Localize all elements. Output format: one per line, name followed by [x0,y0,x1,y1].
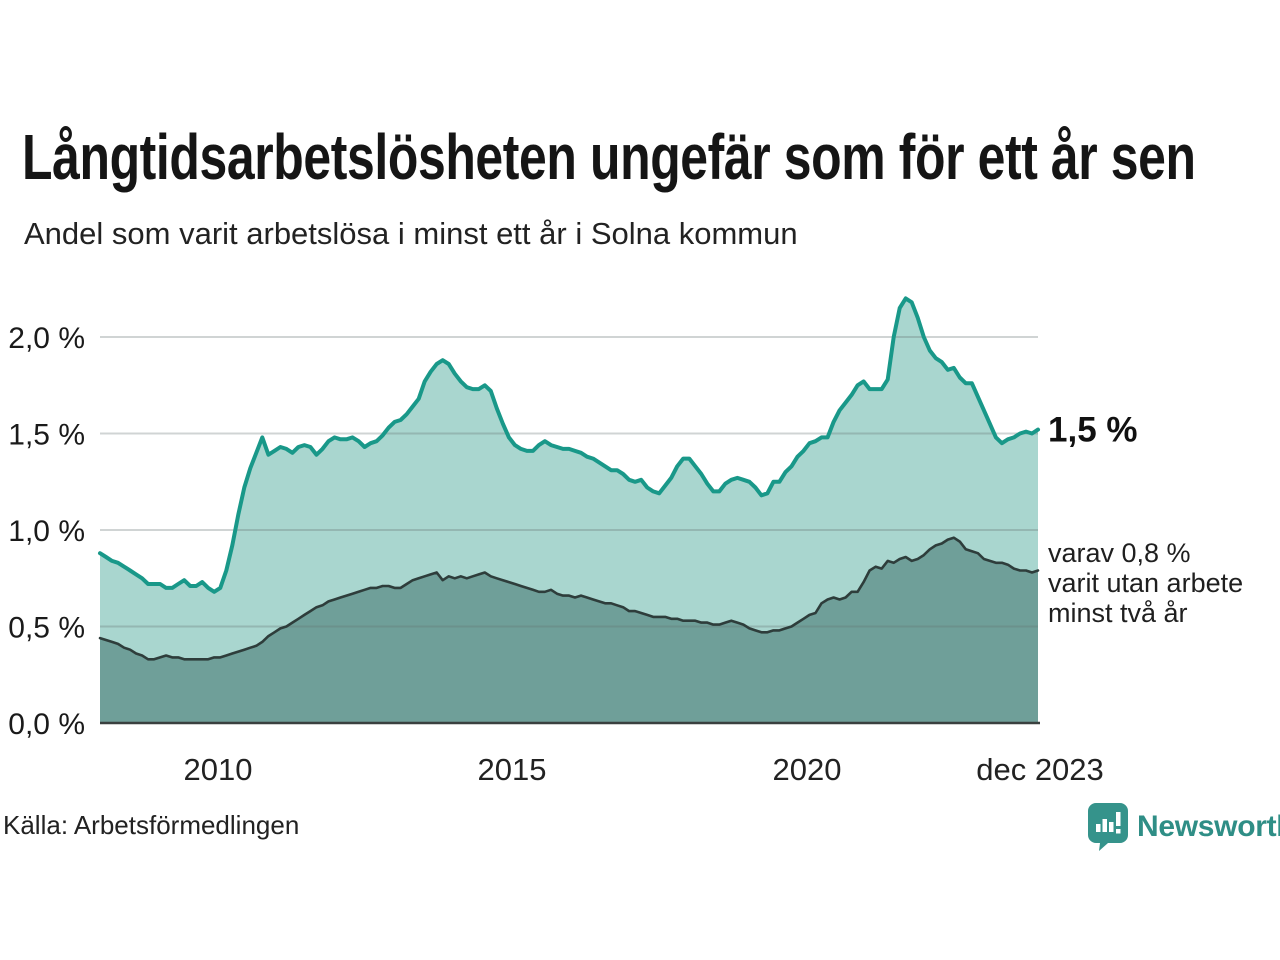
source-note: Källa: Arbetsförmedlingen [3,810,300,840]
brand-wordmark: Newsworthy [1137,810,1280,843]
page-title: Långtidsarbetslösheten ungefär som för e… [22,121,1196,193]
y-tick-label: 1,5 % [8,419,85,452]
two-year-end-label: varav 0,8 % varit utan arbete minst två år [1048,538,1243,628]
total-end-label: 1,5 % [1048,411,1138,450]
newsworthy-brand: Newsworthy [1088,803,1280,851]
x-tick-label: 2010 [184,752,253,787]
x-tick-label: 2015 [478,752,547,787]
y-tick-label: 1,0 % [8,515,85,548]
newsworthy-logo-icon [1088,803,1128,851]
total-minst-ett-ar-line [98,296,1040,594]
page-subtitle: Andel som varit arbetslösa i minst ett å… [24,216,798,251]
y-tick-label: 2,0 % [8,322,85,355]
varav-minst-tva-ar-line [98,536,1040,661]
x-tick-label: 2020 [773,752,842,787]
y-tick-label: 0,0 % [8,708,85,741]
x-tick-label: dec 2023 [976,752,1104,787]
varav-minst-tva-ar-area [100,537,1038,723]
y-tick-label: 0,5 % [8,612,85,645]
